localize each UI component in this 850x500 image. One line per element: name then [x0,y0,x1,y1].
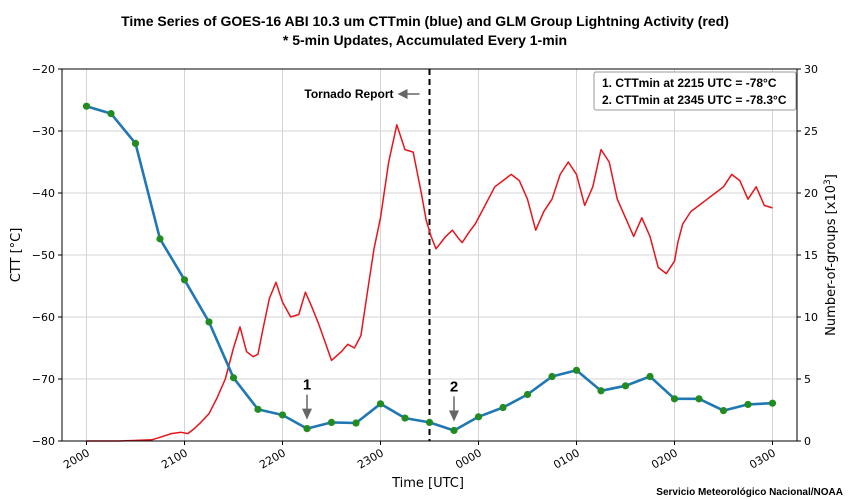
cttmin-point [180,276,189,284]
annotation-arrow-head [302,408,312,420]
cttmin-point [107,110,115,118]
y-tick-label-left: −60 [32,311,55,324]
cttmin-point [768,399,777,407]
cttmin-point [572,366,581,374]
plot-frame [61,68,798,442]
y-tick-label-left: −70 [32,373,55,386]
cttmin-point [425,418,434,426]
cttmin-point [744,400,752,409]
y-axis-label-right-main: Number-of-groups [x10 [824,185,839,336]
y-tick-label-right: 5 [804,373,811,386]
cttmin-point [646,372,654,381]
cttmin-point [278,411,287,419]
tornado-report-line: Tornado Report [304,69,431,441]
cttmin-point [205,318,213,326]
y-tick-label-left: −50 [32,249,55,262]
chart-subtitle: * 5-min Updates, Accumulated Every 1-min [283,32,567,48]
x-tick-label: 0100 [551,446,582,471]
cttmin-point [548,372,556,381]
tornado-arrow-head [397,89,408,99]
cttmin-point [303,425,311,433]
series-line-glm [86,124,773,442]
cttmin-point [719,407,728,415]
x-tick-label: 2000 [61,446,92,471]
cttmin-point [597,387,605,395]
y-tick-label-left: −30 [32,125,55,138]
y-tick-label-left: −80 [32,435,55,448]
tornado-report-label: Tornado Report [304,87,393,101]
cttmin-point [695,395,703,403]
y-axis-label-left: CTT [°C] [9,228,24,283]
y-tick-label-right: 20 [804,187,818,200]
info-box-line-2: 2. CTTmin at 2345 UTC = -78.3°C [602,93,787,107]
x-axis-label: Time [UTC] [391,476,464,491]
cttmin-point [327,418,336,426]
info-box-frame [593,71,797,111]
info-box: 1. CTTmin at 2215 UTC = -78°C 2. CTTmin … [593,71,797,111]
series-layer [82,102,777,442]
cttmin-point [352,419,360,427]
x-tick-label: 2200 [257,446,288,471]
cttmin-point [450,426,458,435]
y-axis-label-right-close: ] [824,174,839,179]
cttmin-point [229,374,238,382]
x-tick-label: 0000 [453,446,484,471]
point-annotation-label: 1 [303,377,311,394]
x-tick-label: 2100 [159,446,190,471]
cttmin-point [670,395,679,403]
cttmin-point [621,382,630,390]
y-tick-label-left: −20 [32,63,55,76]
cttmin-point [376,400,385,408]
y-tick-label-right: 10 [804,311,818,324]
x-tick-label: 0200 [649,446,680,471]
cttmin-point [131,139,140,147]
x-tick-label: 2300 [355,446,386,471]
y-tick-label-left: −40 [32,187,55,200]
cttmin-point [499,403,507,412]
y-axis-label-right-sup: 3 [823,179,833,185]
cttmin-point [254,405,262,413]
point-annotation-label: 2 [450,378,458,395]
y-tick-label-right: 25 [804,125,818,138]
annotation-arrow-head [449,410,459,422]
chart-title: Time Series of GOES-16 ABI 10.3 um CTTmi… [121,13,729,29]
cttmin-point [474,413,483,421]
cttmin-point [523,390,532,399]
axis-ticks: 2000 2100 2200 2300 0000 0100 0200 0300−80−70−6… [32,63,818,472]
cttmin-point [156,235,164,243]
y-tick-label-right: 15 [804,249,818,262]
cttmin-point [82,102,91,110]
y-tick-label-right: 0 [804,435,811,448]
info-box-line-1: 1. CTTmin at 2215 UTC = -78°C [602,76,777,90]
cttmin-point [401,414,409,422]
credit-text: Servicio Meteorológico Nacional/NOAA [656,487,843,498]
x-tick-label: 0300 [747,446,778,471]
y-axis-label-right: Number-of-groups [x103] [823,174,839,336]
y-tick-label-right: 30 [804,63,818,76]
